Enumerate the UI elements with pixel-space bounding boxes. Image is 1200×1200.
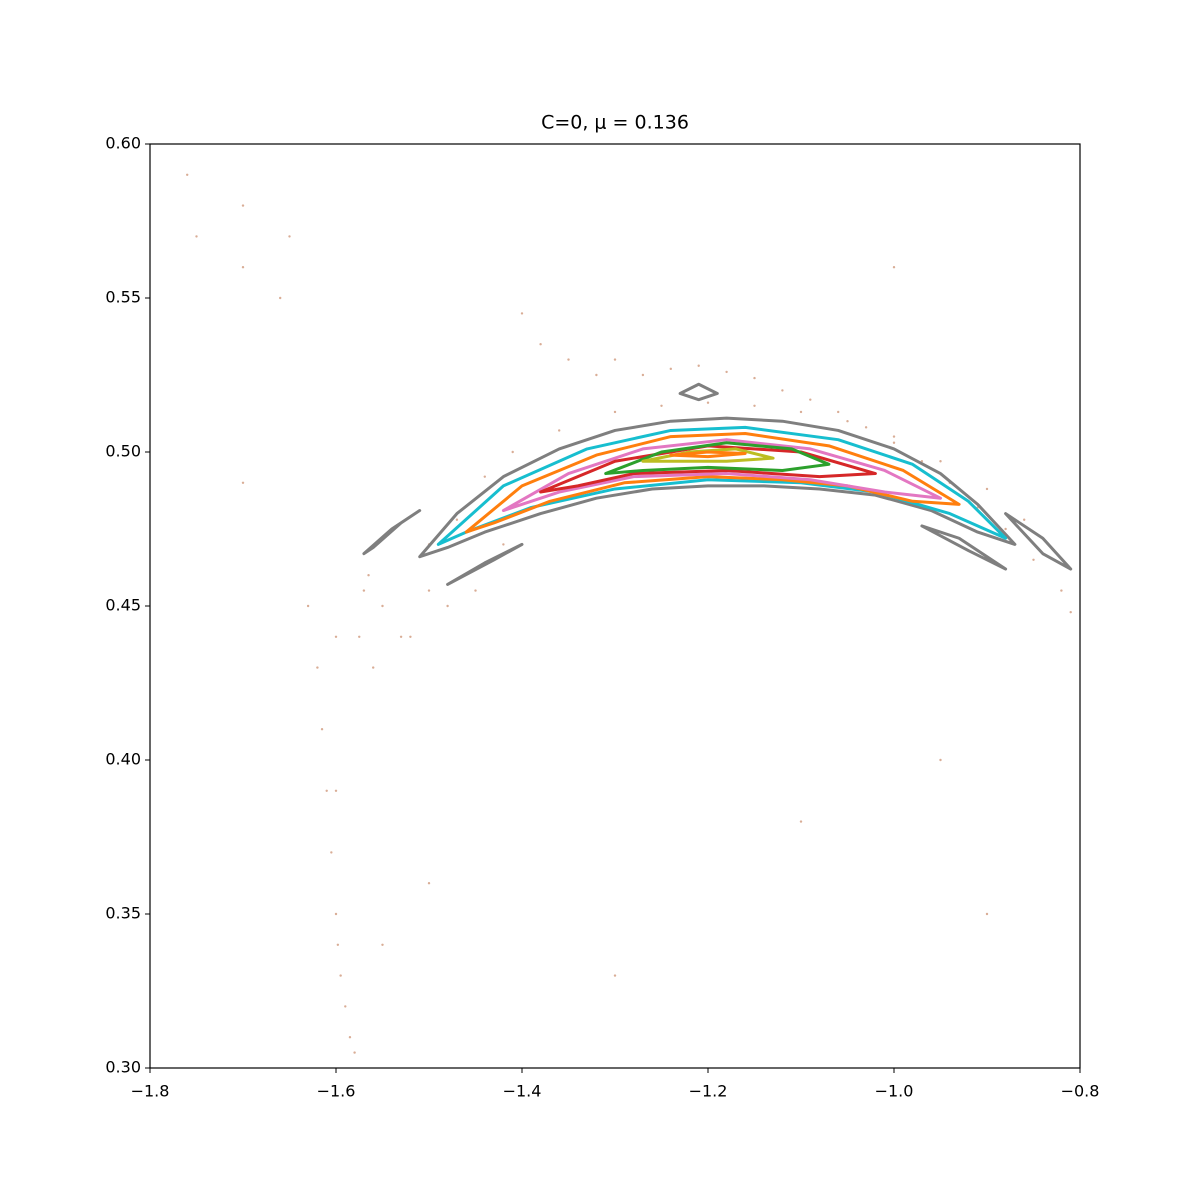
point <box>348 1036 352 1039</box>
point <box>483 475 486 478</box>
point <box>725 370 728 374</box>
point <box>455 518 459 521</box>
point <box>1069 610 1072 614</box>
point <box>367 574 370 577</box>
orbit-curve <box>641 447 775 463</box>
y-tick-label: 0.50 <box>105 442 141 461</box>
point <box>316 666 319 669</box>
point <box>892 266 896 269</box>
x-tick-label: −0.8 <box>1061 1082 1100 1101</box>
point <box>1004 527 1007 531</box>
point <box>892 435 896 438</box>
x-tick-label: −1.2 <box>689 1082 728 1101</box>
point <box>279 296 282 300</box>
point <box>697 364 700 367</box>
point <box>892 441 896 444</box>
orbit-curve <box>678 382 719 402</box>
y-tick-label: 0.55 <box>105 288 141 307</box>
point <box>595 373 598 377</box>
x-tick-label: −1.8 <box>131 1082 170 1101</box>
point <box>288 235 291 238</box>
orbit-curve <box>464 432 961 534</box>
point <box>753 376 756 380</box>
orbit-curve <box>669 450 747 459</box>
point <box>558 429 561 432</box>
point <box>381 943 384 946</box>
point <box>241 481 245 484</box>
orbit-curve <box>501 438 942 513</box>
orbit-curve <box>362 509 422 556</box>
point <box>809 398 812 401</box>
point <box>381 604 384 608</box>
y-tick-label: 0.60 <box>105 134 141 153</box>
point <box>474 589 477 592</box>
point <box>753 404 756 407</box>
point <box>446 604 449 608</box>
point <box>613 974 617 977</box>
point <box>325 789 328 792</box>
point <box>799 410 803 414</box>
point <box>186 173 189 176</box>
point <box>427 589 431 592</box>
orbit-curve <box>446 542 524 586</box>
point <box>502 543 505 546</box>
point <box>511 450 514 454</box>
point <box>353 1051 356 1054</box>
x-tick-label: −1.6 <box>317 1082 356 1101</box>
point <box>1032 558 1035 561</box>
point <box>195 235 198 238</box>
point <box>613 410 617 414</box>
point <box>1060 589 1063 592</box>
point <box>306 604 310 608</box>
x-tick-label: −1.4 <box>503 1082 542 1101</box>
point <box>520 312 524 315</box>
point <box>706 401 710 404</box>
point <box>660 404 663 407</box>
point <box>334 912 338 916</box>
y-tick-label: 0.40 <box>105 750 141 769</box>
orbit-curve <box>1004 512 1073 571</box>
point <box>567 358 570 361</box>
point <box>330 851 333 854</box>
point <box>613 358 617 361</box>
point <box>539 343 542 346</box>
point <box>781 389 784 392</box>
point <box>409 635 412 638</box>
point <box>939 758 942 762</box>
point <box>336 943 340 946</box>
point <box>339 974 342 977</box>
point <box>939 460 942 463</box>
orbit-curve <box>920 524 1008 571</box>
point <box>399 635 403 638</box>
point <box>427 882 431 885</box>
point <box>669 367 672 371</box>
plot-frame <box>149 143 1081 1069</box>
point <box>985 487 989 491</box>
point <box>985 912 989 916</box>
y-tick-label: 0.45 <box>105 596 141 615</box>
point <box>372 666 375 669</box>
y-tick-label: 0.35 <box>105 904 141 923</box>
point <box>344 1005 347 1008</box>
y-tick-label: 0.30 <box>105 1058 141 1077</box>
point <box>362 589 366 592</box>
orbit-curve <box>604 441 831 476</box>
point <box>320 728 324 731</box>
point <box>334 789 338 792</box>
point <box>837 410 840 414</box>
orbit-curve <box>418 416 1017 559</box>
orbit-curve <box>436 425 1008 546</box>
x-tick-label: −1.0 <box>875 1082 914 1101</box>
point <box>846 420 849 423</box>
point <box>864 426 868 429</box>
point <box>241 266 245 269</box>
point <box>1022 518 1026 521</box>
point <box>641 373 645 377</box>
chart-title: C=0, μ = 0.136 <box>541 112 689 134</box>
point <box>241 204 245 207</box>
point <box>358 635 361 638</box>
point <box>334 635 338 638</box>
point <box>799 820 803 823</box>
